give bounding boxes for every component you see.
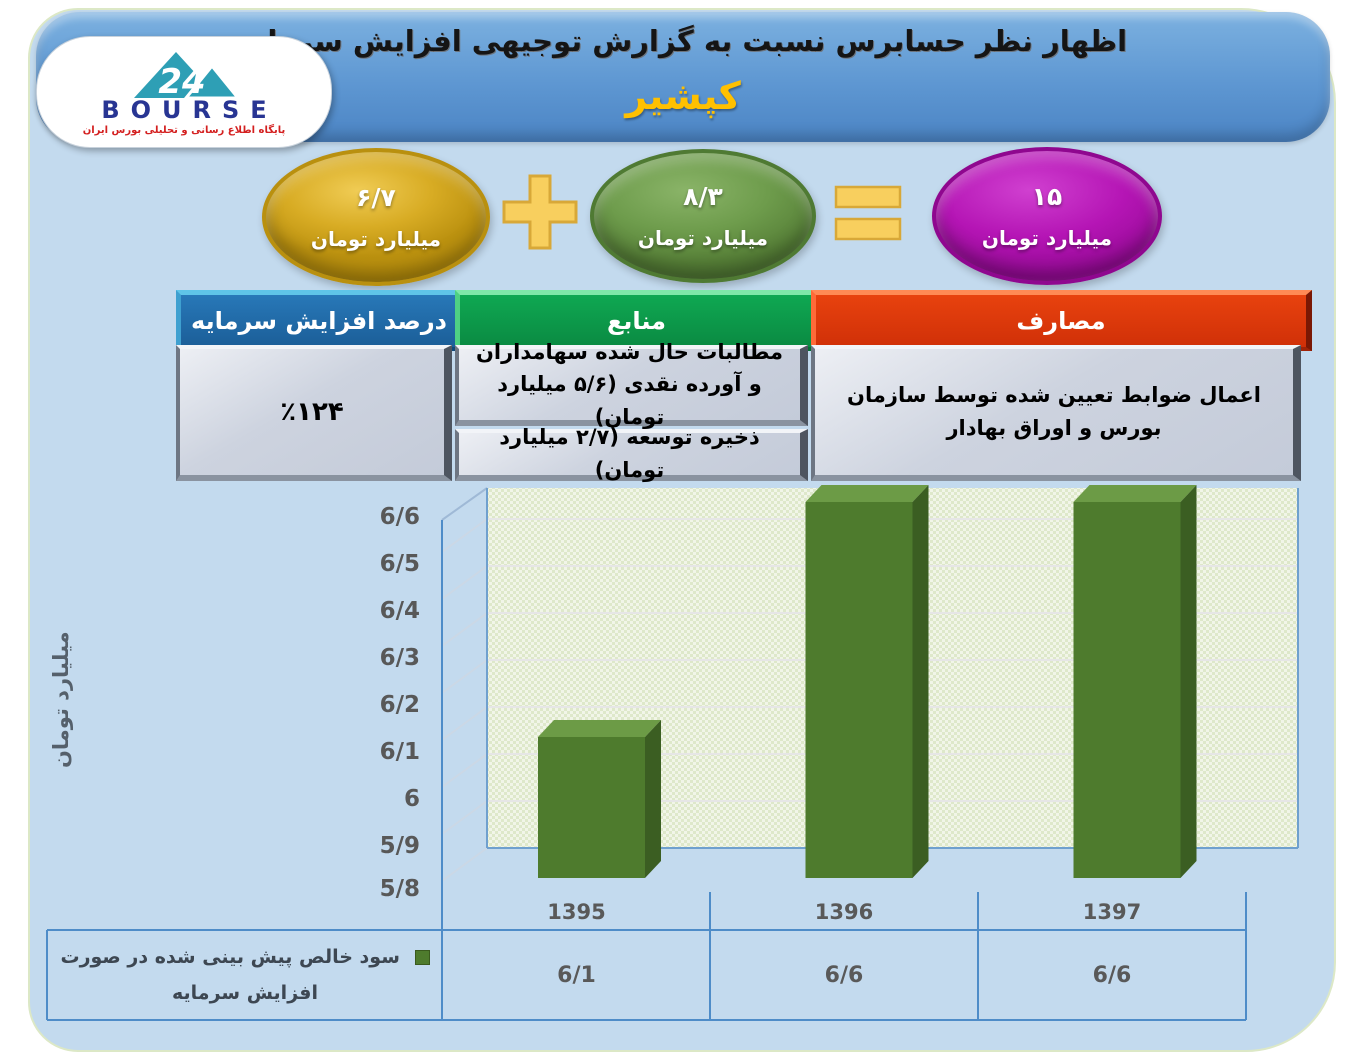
amount-total-value: ۱۵ xyxy=(1031,182,1063,211)
y-axis-title: میلیارد تومان xyxy=(49,631,73,769)
amount-a-unit: میلیارد تومان xyxy=(310,227,442,251)
bourse-logo-tagline: پایگاه اطلاع رسانی و تحلیلی بورس ایران xyxy=(82,125,286,136)
legend-cell: سود خالص پیش بینی شده در صورت افزایش سرم… xyxy=(47,930,443,1020)
x-axis-year-label: 1395 xyxy=(547,900,606,924)
amount-b-value: ۸/۳ xyxy=(683,182,723,211)
uses-description: اعمال ضوابط تعیین شده توسط سازمان بورس و… xyxy=(811,345,1301,481)
y-axis-tick-label: 6 xyxy=(403,786,420,812)
equals-icon xyxy=(834,185,902,241)
page-title: اظهار نظر حسابرس نسبت به گزارش توجیهی اف… xyxy=(238,24,1128,58)
sources-item-claims-cash: مطالبات حال شده سهامداران و آورده نقدی (… xyxy=(455,340,808,429)
amount-reserve-ellipse: ۸/۳ میلیارد تومان xyxy=(590,149,816,283)
percent-increase-value: ٪۱۲۴ xyxy=(176,345,452,481)
table-value-cell: 6/6 xyxy=(1092,962,1132,988)
x-axis-year-label: 1397 xyxy=(1082,900,1142,924)
amount-shareholders-ellipse: ۶/۷ میلیارد تومان xyxy=(262,148,490,286)
y-axis-tick-label: 6/2 xyxy=(379,692,420,718)
y-axis-tick-label: 6/4 xyxy=(379,598,420,624)
amount-total-ellipse: ۱۵ میلیارد تومان xyxy=(932,147,1162,285)
company-name: کپشیر xyxy=(625,74,741,118)
amount-a-value: ۶/۷ xyxy=(356,183,396,212)
y-axis-tick-label: 5/8 xyxy=(379,876,420,902)
svg-text:24: 24 xyxy=(158,62,205,100)
bourse24-logo: 24 BOURSE پایگاه اطلاع رسانی و تحلیلی بو… xyxy=(36,36,332,148)
sources-item-development-reserve: ذخیره توسعه (۲/۷ میلیارد تومان) xyxy=(455,425,808,482)
y-axis-tick-label: 6/1 xyxy=(379,739,420,765)
plus-icon xyxy=(502,174,578,250)
table-header-uses: مصارف xyxy=(811,290,1312,351)
x-axis-year-label: 1396 xyxy=(814,900,874,924)
y-axis-tick-label: 5/9 xyxy=(379,833,420,859)
y-axis-tick-label: 6/6 xyxy=(379,504,420,530)
bourse-logo-text: BOURSE xyxy=(101,96,278,124)
legend-entry: سود خالص پیش بینی شده در صورت افزایش سرم… xyxy=(57,939,433,1011)
amount-total-unit: میلیارد تومان xyxy=(981,226,1113,250)
legend-color-swatch-icon xyxy=(414,949,430,965)
bourse24-logo-mark: 24 xyxy=(134,52,242,100)
y-axis-tick-label: 6/5 xyxy=(379,551,420,577)
table-value-cell: 6/1 xyxy=(557,962,596,988)
y-axis-tick-label: 6/3 xyxy=(379,645,420,671)
legend-series-label: سود خالص پیش بینی شده در صورت افزایش سرم… xyxy=(60,945,400,1004)
table-header-percent-increase: درصد افزایش سرمایه xyxy=(176,290,463,351)
table-value-cell: 6/6 xyxy=(824,962,864,988)
amount-b-unit: میلیارد تومان xyxy=(637,226,769,250)
